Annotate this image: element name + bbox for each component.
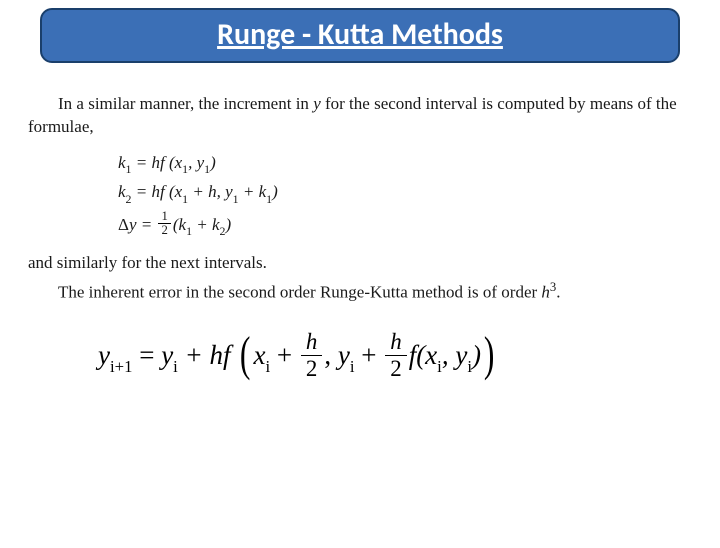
intro-y: y	[313, 94, 321, 113]
eq-dy-open: (k	[173, 214, 186, 233]
eq-k2-end: )	[272, 182, 278, 201]
bf-yrhs: y	[161, 340, 173, 370]
eq-dy-num: 1	[158, 210, 170, 224]
bf-plus3: +	[354, 340, 383, 370]
eq-k2-sy: 1	[233, 192, 239, 206]
bf-c2: , y	[442, 340, 467, 370]
eq-dy-s1: 1	[186, 224, 192, 238]
eq-k1-lhs: k	[118, 153, 126, 172]
slide-content: In a similar manner, the increment in y …	[0, 63, 720, 385]
bf-fxi: i	[437, 357, 442, 376]
eq-k1-sy: 1	[204, 162, 210, 176]
eq-k1-sub: 1	[126, 162, 132, 176]
eq-dy-y: y =	[129, 214, 157, 233]
eq-k2: k2 = hf (x1 + h, y1 + k1)	[118, 182, 692, 205]
bf-rparen: )	[484, 336, 495, 372]
bf-fyi: i	[467, 357, 472, 376]
intro-paragraph: In a similar manner, the increment in y …	[28, 93, 692, 139]
error-paragraph: The inherent error in the second order R…	[28, 279, 692, 305]
eq-k1-end: )	[210, 153, 216, 172]
eq-k2-mid2: + k	[239, 182, 267, 201]
eq-k2-sx: 1	[182, 192, 188, 206]
title-bar: Runge - Kutta Methods	[40, 8, 680, 63]
bf-fnum1: h	[306, 329, 317, 354]
error-end: .	[556, 283, 560, 302]
bf-fnum2: h	[390, 329, 401, 354]
error-text: The inherent error in the second order R…	[58, 283, 541, 302]
eq-k1: k1 = hf (x1, y1)	[118, 153, 692, 176]
bf-ylhs: y	[98, 340, 110, 370]
eq-k2-sk: 1	[266, 192, 272, 206]
bf-close: )	[472, 340, 481, 370]
eq-k2-mid: + h, y	[188, 182, 233, 201]
bf-x: x	[254, 340, 266, 370]
bf-i: i	[173, 357, 178, 376]
page-title: Runge - Kutta Methods	[217, 16, 503, 53]
after-text: and similarly for the next intervals.	[28, 253, 692, 273]
bf-xi: i	[265, 357, 270, 376]
bf-lparen: (	[240, 336, 251, 372]
bf-i1: i+1	[110, 357, 132, 376]
equation-block: k1 = hf (x1, y1) k2 = hf (x1 + h, y1 + k…	[118, 153, 692, 240]
bf-comma: ,	[324, 340, 338, 370]
eq-k1-sx: 1	[182, 162, 188, 176]
bf-plus2: +	[270, 340, 299, 370]
bf-fden1: 2	[301, 356, 322, 382]
eq-dy-den: 2	[158, 224, 170, 237]
bf-plus: + hf	[178, 340, 237, 370]
eq-dy-end: )	[226, 214, 232, 233]
eq-k2-rhs: = hf (x	[132, 182, 183, 201]
eq-dy-mid: + k	[192, 214, 220, 233]
eq-dy-s2: 2	[220, 224, 226, 238]
eq-k2-sub: 2	[126, 192, 132, 206]
intro-in: in	[291, 94, 313, 113]
eq-k1-mid: , y	[188, 153, 204, 172]
eq-dy-frac: 12	[158, 210, 170, 238]
bf-yi2: i	[350, 357, 355, 376]
bf-fden2: 2	[385, 356, 406, 382]
bf-frac1: h2	[301, 329, 322, 383]
eq-dy-delta: Δ	[118, 214, 129, 233]
error-h: h	[541, 283, 550, 302]
intro-text-1: In a similar manner, the increment	[58, 94, 291, 113]
bf-frac2: h2	[385, 329, 406, 383]
eq-delta-y: Δy = 12(k1 + k2)	[118, 212, 692, 240]
eq-k1-rhs: = hf (x	[132, 153, 183, 172]
bf-f: f(x	[409, 340, 437, 370]
big-formula: yi+1 = yi + hf (xi + h2, yi + h2f(xi, yi…	[98, 331, 692, 385]
bf-eq: =	[132, 340, 161, 370]
eq-k2-lhs: k	[118, 182, 126, 201]
bf-y2: y	[338, 340, 350, 370]
